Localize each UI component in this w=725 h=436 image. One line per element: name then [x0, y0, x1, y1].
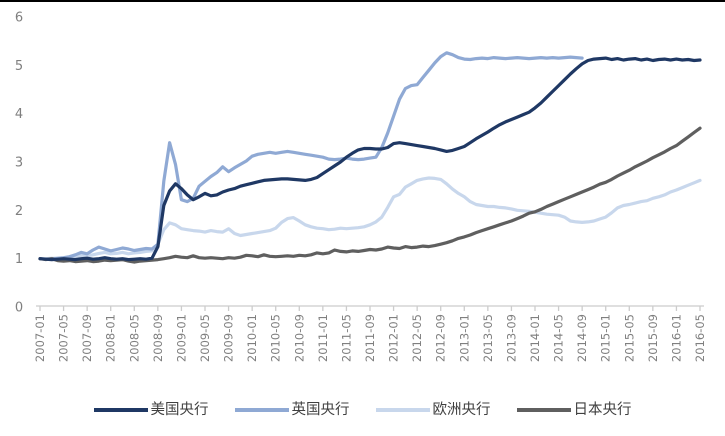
legend-swatch-uk	[234, 408, 289, 412]
legend-item-ecb: 欧洲央行	[375, 399, 491, 421]
x-axis-label: 2008-05	[127, 314, 141, 362]
x-axis-label: 2014-05	[552, 314, 566, 362]
x-axis-label: 2009-09	[222, 314, 236, 362]
x-axis-label: 2010-05	[269, 314, 283, 362]
x-axis-label: 2009-01	[174, 314, 188, 362]
legend-item-japan: 日本央行	[516, 399, 632, 421]
x-axis-label: 2015-01	[599, 314, 613, 362]
x-axis-label: 2012-01	[387, 314, 401, 362]
y-axis-label: 0	[15, 301, 23, 316]
x-axis-label: 2011-05	[339, 314, 353, 362]
y-axis-label: 5	[15, 59, 23, 74]
x-axis-label: 2013-05	[481, 314, 495, 362]
y-axis-label: 1	[15, 252, 23, 267]
x-axis-label: 2007-09	[80, 314, 94, 362]
legend-label-japan: 日本央行	[573, 402, 632, 418]
legend-swatch-us	[93, 408, 148, 412]
y-axis-label: 2	[15, 204, 23, 219]
x-axis-label: 2012-05	[410, 314, 424, 362]
legend-label-uk: 英国央行	[291, 402, 350, 418]
x-axis-label: 2016-01	[669, 314, 683, 362]
legend-swatch-japan	[516, 408, 571, 412]
legend-swatch-ecb	[375, 408, 430, 412]
window-top-border	[0, 0, 725, 2]
x-axis-label: 2015-05	[622, 314, 636, 362]
x-axis-label: 2012-09	[434, 314, 448, 362]
x-axis-label: 2008-09	[151, 314, 165, 362]
x-axis-label: 2009-05	[198, 314, 212, 362]
chart-legend: 美国央行 英国央行 欧洲央行 日本央行	[0, 399, 725, 421]
legend-label-ecb: 欧洲央行	[432, 402, 491, 418]
legend-label-us: 美国央行	[150, 402, 209, 418]
x-axis-label: 2013-09	[504, 314, 518, 362]
x-axis-label: 2013-01	[457, 314, 471, 362]
x-axis-label: 2014-09	[575, 314, 589, 362]
x-axis-label: 2007-01	[33, 314, 47, 362]
x-axis-label: 2008-01	[104, 314, 118, 362]
y-axis-label: 3	[15, 156, 23, 171]
series-line-japan	[38, 126, 702, 264]
y-axis-label: 4	[15, 107, 23, 122]
legend-item-uk: 英国央行	[234, 399, 350, 421]
x-axis-label: 2011-01	[316, 314, 330, 362]
legend-item-us: 美国央行	[93, 399, 209, 421]
y-axis-label: 6	[15, 11, 23, 26]
x-axis-label: 2007-05	[57, 314, 71, 362]
x-axis-label: 2014-01	[528, 314, 542, 362]
series-line-us	[38, 56, 702, 262]
series-line-uk	[38, 51, 584, 261]
x-axis-label: 2015-09	[646, 314, 660, 362]
x-axis-label: 2016-05	[693, 314, 707, 362]
x-axis-label: 2010-09	[292, 314, 306, 362]
x-axis-label: 2010-01	[245, 314, 259, 362]
series-line-ecb	[38, 176, 702, 261]
x-axis-label: 2011-09	[363, 314, 377, 362]
